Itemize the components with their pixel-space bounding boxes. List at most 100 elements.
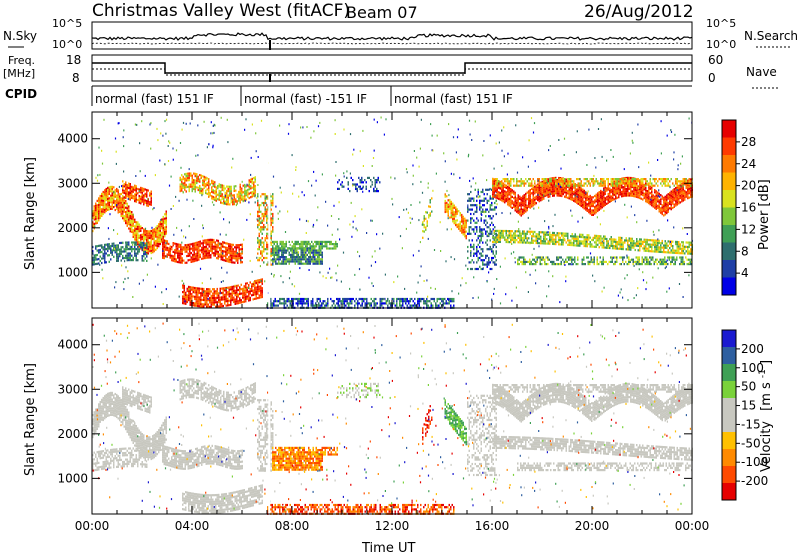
- range-gate-cell: [485, 208, 487, 211]
- nsky-trace: [91, 32, 693, 41]
- range-gate-cell: [104, 204, 106, 207]
- range-gate-cell: [543, 193, 545, 196]
- range-gate-cell: [498, 229, 500, 232]
- range-gate-cell: [141, 196, 143, 199]
- range-gate-cell: [152, 244, 154, 247]
- range-gate-cell: [222, 304, 224, 308]
- range-gate-cell: [510, 238, 512, 241]
- range-gate-cell: [102, 195, 104, 198]
- range-gate-cell: [131, 185, 133, 188]
- range-gate-cell: [232, 201, 234, 204]
- range-gate-cell: [381, 297, 383, 301]
- range-gate-cell: [244, 186, 246, 189]
- range-gate-cell: [261, 226, 263, 229]
- range-gate-cell: [284, 262, 286, 265]
- range-gate-cell: [143, 196, 145, 199]
- range-gate-cell: [445, 300, 447, 303]
- range-gate-cell: [93, 254, 95, 257]
- range-gate-cell: [465, 234, 467, 238]
- range-gate-cell: [471, 197, 473, 200]
- range-gate-cell: [519, 236, 521, 240]
- range-gate-cell: [597, 234, 599, 238]
- range-gate-cell: [164, 230, 166, 233]
- range-gate-cell: [480, 199, 482, 202]
- range-gate-cell: [529, 202, 531, 205]
- range-gate-cell: [565, 185, 567, 188]
- range-gate-cell: [514, 241, 516, 244]
- range-gate-cell: [648, 247, 650, 250]
- range-gate-cell: [604, 235, 606, 238]
- range-gate-cell: [263, 245, 265, 249]
- range-gate-cell: [231, 296, 233, 299]
- range-gate-cell: [489, 232, 491, 235]
- range-gate-cell: [523, 230, 525, 233]
- range-gate-cell: [194, 186, 196, 189]
- range-gate-cell: [108, 260, 110, 263]
- range-gate-cell: [588, 236, 590, 239]
- range-gate-cell: [202, 248, 204, 251]
- range-gate-cell: [225, 304, 227, 307]
- range-gate-cell: [217, 198, 219, 201]
- range-gate-cell: [129, 210, 131, 213]
- range-gate-cell: [147, 200, 149, 203]
- range-gate-cell: [186, 287, 188, 290]
- range-gate-cell: [197, 291, 199, 294]
- range-gate-cell: [672, 189, 674, 192]
- range-gate-cell: [113, 186, 115, 189]
- range-gate-cell: [657, 198, 659, 201]
- range-gate-cell: [598, 199, 600, 202]
- range-gate-cell: [242, 292, 244, 295]
- range-gate-cell: [234, 300, 236, 303]
- range-gate-cell: [178, 259, 180, 262]
- range-gate-cell: [577, 187, 579, 190]
- range-gate-cell: [258, 256, 260, 260]
- range-gate-cell: [603, 200, 605, 203]
- range-gate-cell: [245, 194, 247, 197]
- range-gate-cell: [615, 245, 617, 248]
- range-gate-cell: [180, 259, 182, 262]
- range-gate-cell: [618, 247, 620, 250]
- range-gate-cell: [261, 228, 263, 231]
- range-gate-cell: [422, 230, 424, 233]
- range-gate-cell: [493, 184, 495, 188]
- range-gate-cell: [129, 248, 131, 251]
- range-gate-cell: [468, 230, 470, 233]
- range-gate-cell: [613, 187, 615, 190]
- range-gate-cell: [291, 260, 293, 263]
- range-gate-cell: [359, 179, 361, 182]
- range-gate-cell: [580, 242, 582, 245]
- freq-panel-frame: [91, 54, 693, 82]
- range-gate-cell: [116, 259, 118, 262]
- range-gate-cell: [105, 207, 107, 210]
- range-gate-cell: [467, 210, 469, 213]
- range-gate-cell: [502, 184, 504, 187]
- range-gate-cell: [619, 245, 621, 248]
- range-gate-cell: [239, 194, 241, 197]
- range-gate-cell: [190, 185, 192, 188]
- range-gate-cell: [228, 247, 230, 250]
- range-gate-cell: [126, 186, 128, 189]
- range-gate-cell: [126, 252, 128, 255]
- range-gate-cell: [245, 284, 247, 287]
- range-gate-cell: [263, 256, 265, 260]
- range-gate-cell: [595, 237, 597, 240]
- range-gate-cell: [322, 302, 324, 305]
- range-gate-cell: [663, 205, 665, 208]
- range-gate-cell: [230, 192, 232, 195]
- range-gate-cell: [290, 253, 292, 256]
- range-gate-cell: [657, 200, 659, 203]
- range-gate-cell: [492, 195, 494, 198]
- range-gate-cell: [101, 212, 103, 215]
- range-gate-cell: [488, 188, 490, 191]
- range-gate-cell: [207, 243, 209, 246]
- range-gate-cell: [556, 232, 558, 235]
- range-gate-cell: [595, 241, 597, 244]
- range-gate-cell: [615, 238, 617, 241]
- range-gate-cell: [492, 240, 494, 243]
- range-gate-cell: [376, 187, 378, 190]
- range-gate-cell: [534, 198, 536, 201]
- range-gate-cell: [270, 199, 272, 202]
- range-gate-cell: [126, 202, 128, 205]
- range-gate-cell: [128, 184, 130, 187]
- range-gate-cell: [301, 297, 303, 301]
